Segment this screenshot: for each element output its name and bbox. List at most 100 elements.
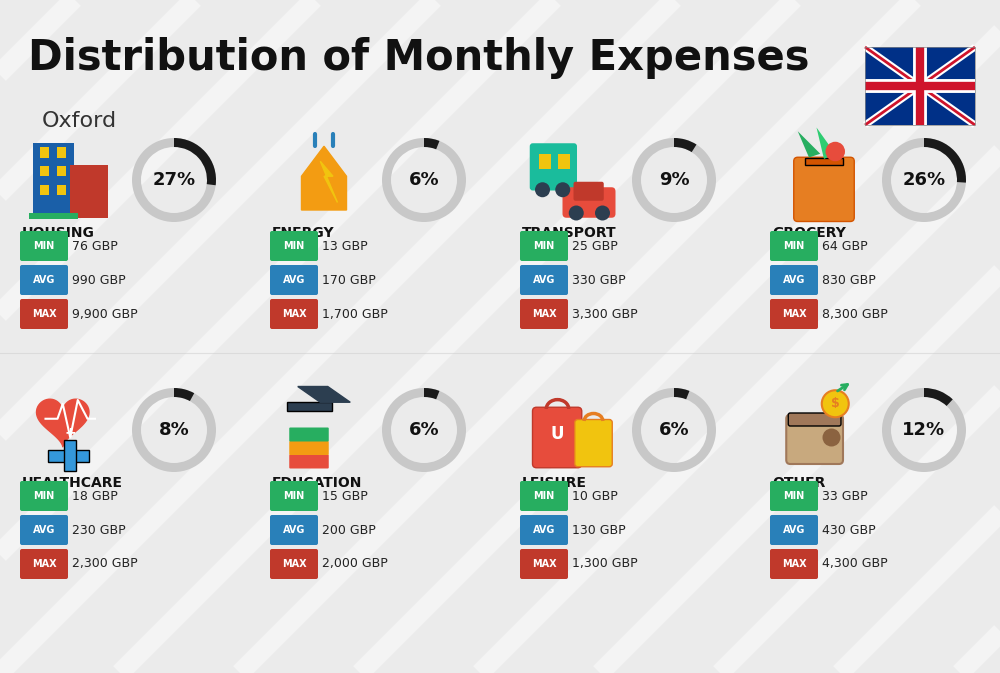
Polygon shape — [298, 386, 350, 402]
FancyBboxPatch shape — [530, 143, 577, 190]
Text: 170 GBP: 170 GBP — [322, 273, 376, 287]
Text: 830 GBP: 830 GBP — [822, 273, 876, 287]
Text: MAX: MAX — [32, 559, 56, 569]
Polygon shape — [817, 127, 835, 159]
Text: MAX: MAX — [282, 559, 306, 569]
FancyBboxPatch shape — [57, 147, 66, 157]
Wedge shape — [382, 388, 466, 472]
Text: 6%: 6% — [409, 421, 439, 439]
FancyBboxPatch shape — [270, 481, 318, 511]
FancyBboxPatch shape — [558, 153, 570, 169]
FancyBboxPatch shape — [788, 413, 841, 426]
Wedge shape — [674, 138, 697, 152]
Circle shape — [822, 390, 849, 417]
Wedge shape — [882, 138, 966, 222]
FancyBboxPatch shape — [270, 231, 318, 261]
Wedge shape — [424, 388, 439, 399]
FancyBboxPatch shape — [575, 419, 612, 467]
FancyBboxPatch shape — [289, 427, 329, 441]
Text: MIN: MIN — [783, 491, 805, 501]
Text: TRANSPORT: TRANSPORT — [522, 226, 617, 240]
Text: OTHER: OTHER — [772, 476, 825, 490]
Text: MAX: MAX — [32, 309, 56, 319]
Wedge shape — [424, 138, 439, 149]
FancyBboxPatch shape — [20, 299, 68, 329]
Polygon shape — [320, 162, 338, 203]
FancyBboxPatch shape — [539, 153, 551, 169]
Text: 2,000 GBP: 2,000 GBP — [322, 557, 388, 571]
FancyBboxPatch shape — [57, 166, 66, 176]
FancyBboxPatch shape — [520, 299, 568, 329]
Text: MAX: MAX — [532, 309, 556, 319]
FancyBboxPatch shape — [64, 439, 76, 471]
Text: Oxford: Oxford — [42, 111, 117, 131]
Polygon shape — [37, 399, 89, 447]
FancyBboxPatch shape — [865, 47, 975, 125]
Text: MAX: MAX — [532, 559, 556, 569]
Text: MIN: MIN — [533, 241, 555, 251]
FancyBboxPatch shape — [805, 157, 843, 165]
Text: 4,300 GBP: 4,300 GBP — [822, 557, 888, 571]
Wedge shape — [174, 388, 194, 401]
Text: 9%: 9% — [659, 171, 689, 189]
FancyBboxPatch shape — [287, 402, 332, 411]
Wedge shape — [632, 388, 716, 472]
FancyBboxPatch shape — [574, 182, 604, 201]
FancyBboxPatch shape — [520, 265, 568, 295]
Text: 1,700 GBP: 1,700 GBP — [322, 308, 388, 320]
FancyBboxPatch shape — [33, 143, 74, 217]
FancyBboxPatch shape — [520, 515, 568, 545]
FancyBboxPatch shape — [270, 299, 318, 329]
Text: AVG: AVG — [33, 275, 55, 285]
FancyBboxPatch shape — [770, 299, 818, 329]
FancyBboxPatch shape — [770, 481, 818, 511]
Text: U: U — [551, 425, 564, 443]
Wedge shape — [924, 388, 953, 406]
Circle shape — [822, 429, 840, 446]
Text: 9,900 GBP: 9,900 GBP — [72, 308, 138, 320]
Text: HEALTHCARE: HEALTHCARE — [22, 476, 123, 490]
Text: EDUCATION: EDUCATION — [272, 476, 362, 490]
FancyBboxPatch shape — [270, 549, 318, 579]
Text: AVG: AVG — [33, 525, 55, 535]
Text: 200 GBP: 200 GBP — [322, 524, 376, 536]
FancyBboxPatch shape — [20, 549, 68, 579]
Text: AVG: AVG — [533, 275, 555, 285]
Text: 2,300 GBP: 2,300 GBP — [72, 557, 138, 571]
Text: MIN: MIN — [283, 241, 305, 251]
FancyBboxPatch shape — [520, 481, 568, 511]
Text: 330 GBP: 330 GBP — [572, 273, 626, 287]
Text: MIN: MIN — [283, 491, 305, 501]
Circle shape — [555, 182, 570, 197]
FancyBboxPatch shape — [794, 157, 854, 221]
Wedge shape — [674, 388, 689, 399]
FancyBboxPatch shape — [770, 231, 818, 261]
Polygon shape — [302, 146, 347, 210]
Text: 33 GBP: 33 GBP — [822, 489, 868, 503]
Text: 25 GBP: 25 GBP — [572, 240, 618, 252]
FancyBboxPatch shape — [770, 265, 818, 295]
Text: MIN: MIN — [533, 491, 555, 501]
Text: AVG: AVG — [283, 525, 305, 535]
Wedge shape — [632, 138, 716, 222]
Text: MAX: MAX — [282, 309, 306, 319]
FancyBboxPatch shape — [20, 265, 68, 295]
Text: 12%: 12% — [902, 421, 946, 439]
Text: AVG: AVG — [533, 525, 555, 535]
Text: $: $ — [831, 397, 840, 411]
Wedge shape — [132, 138, 216, 222]
Circle shape — [595, 205, 610, 221]
FancyBboxPatch shape — [40, 166, 49, 176]
Text: AVG: AVG — [783, 275, 805, 285]
Text: 1,300 GBP: 1,300 GBP — [572, 557, 638, 571]
Circle shape — [569, 205, 584, 221]
Circle shape — [826, 142, 845, 162]
Text: MIN: MIN — [783, 241, 805, 251]
Wedge shape — [924, 138, 966, 182]
Text: 15 GBP: 15 GBP — [322, 489, 368, 503]
Polygon shape — [798, 131, 820, 157]
Text: 130 GBP: 130 GBP — [572, 524, 626, 536]
Text: 6%: 6% — [659, 421, 689, 439]
FancyBboxPatch shape — [532, 407, 582, 468]
FancyBboxPatch shape — [520, 549, 568, 579]
